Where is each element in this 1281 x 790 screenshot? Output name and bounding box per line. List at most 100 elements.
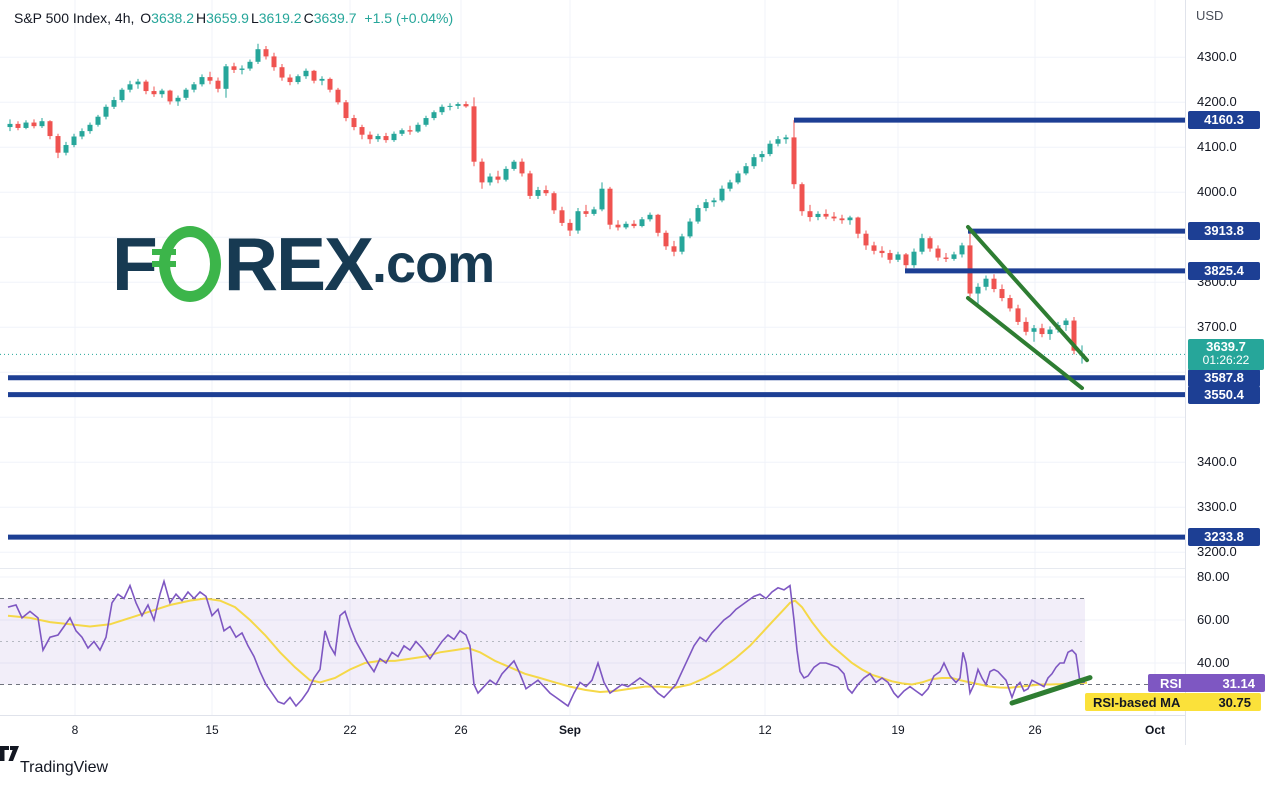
candle	[1015, 304, 1021, 326]
candle	[591, 206, 597, 216]
watermark-text-f: F	[112, 222, 158, 306]
price-scale-label: 4100.0	[1197, 139, 1237, 155]
candle	[23, 120, 29, 130]
candle-body	[999, 289, 1005, 299]
level-price-badge: 3550.4	[1188, 385, 1260, 404]
candle	[831, 212, 837, 222]
candle-body	[751, 157, 757, 167]
candle-body	[959, 245, 965, 255]
rsi-scale-label: 40.00	[1197, 655, 1230, 670]
change-value: +1.5 (+0.04%)	[364, 10, 454, 26]
candle	[983, 275, 989, 291]
candle-body	[1071, 320, 1077, 351]
candle	[247, 59, 253, 71]
current-price-value: 3639.7	[1206, 339, 1246, 355]
level-price-badge: 3913.8	[1188, 222, 1260, 241]
ohlc-values: O3638.2 H3659.9 L3619.2 C3639.7	[140, 10, 358, 26]
candle	[311, 69, 317, 84]
time-axis-label: 15	[205, 723, 219, 737]
ohlc-value: 3619.2	[258, 10, 302, 26]
level-price-badge: 3825.4	[1188, 261, 1260, 280]
tradingview-logo-icon	[0, 746, 19, 761]
candle	[631, 220, 637, 229]
candle-body	[943, 257, 949, 259]
candle-body	[727, 182, 733, 189]
candle-body	[239, 68, 245, 70]
candle	[959, 242, 965, 258]
candle-body	[407, 130, 413, 132]
candle	[159, 88, 165, 98]
candle-body	[247, 61, 253, 69]
candle	[487, 173, 493, 186]
price-scale-label: 4000.0	[1197, 184, 1237, 200]
candle	[639, 217, 645, 228]
candle-body	[447, 105, 453, 107]
candle-body	[567, 222, 573, 231]
candle	[15, 121, 21, 131]
candle	[287, 74, 293, 86]
candle	[383, 132, 389, 143]
candle	[335, 87, 341, 105]
candle-body	[415, 124, 421, 132]
candle	[1047, 326, 1053, 340]
candle-body	[199, 77, 205, 85]
candle	[671, 240, 677, 257]
price-scale[interactable]: USD 4300.0 4200.0 4100.0 4000.0 3800.0 3700.0…	[1185, 0, 1281, 745]
candle-body	[599, 188, 605, 210]
candle	[103, 104, 109, 120]
candle	[191, 82, 197, 93]
candle-body	[911, 251, 917, 266]
candle	[183, 87, 189, 101]
price-scale-label: 3300.0	[1197, 499, 1237, 515]
current-price-badge: 3639.7 01:26:22	[1188, 339, 1264, 371]
candle-body	[807, 211, 813, 218]
candle-body	[207, 77, 213, 81]
grid-layer	[0, 0, 1185, 715]
time-axis-label: 8	[71, 723, 79, 737]
candlestick-series	[7, 43, 1085, 364]
level-price-badge: 3587.8	[1188, 368, 1260, 387]
candle-body	[503, 168, 509, 180]
candle-body	[679, 236, 685, 252]
candle-body	[455, 104, 461, 106]
symbol-title[interactable]: S&P 500 Index, 4h,	[14, 10, 135, 26]
candle	[479, 158, 485, 189]
candle	[319, 76, 325, 86]
candle	[703, 199, 709, 212]
candle-body	[775, 139, 781, 144]
candle	[143, 79, 149, 95]
price-scale-label: 3400.0	[1197, 454, 1237, 470]
candle-body	[839, 218, 845, 221]
candle-body	[439, 106, 445, 113]
time-axis-label: 22	[343, 723, 357, 737]
candle-body	[391, 133, 397, 141]
candle	[79, 128, 85, 140]
candle-body	[623, 223, 629, 228]
candle	[839, 214, 845, 224]
time-axis[interactable]: 8 15 22 26 Sep 12 19 26 Oct	[0, 715, 1185, 746]
candle	[527, 170, 533, 200]
candle	[327, 77, 333, 93]
candle-body	[935, 248, 941, 258]
candle	[223, 64, 229, 98]
candle-body	[55, 136, 61, 153]
candle-body	[735, 173, 741, 183]
currency-label: USD	[1196, 8, 1224, 23]
candle-body	[583, 211, 589, 214]
candle	[663, 230, 669, 250]
time-axis-label: 26	[454, 723, 468, 737]
candle-body	[319, 78, 325, 81]
candle-body	[367, 134, 373, 140]
candle	[503, 166, 509, 182]
candle	[783, 134, 789, 144]
candle	[759, 150, 765, 162]
candle	[47, 120, 53, 140]
candle-body	[279, 67, 285, 78]
candle-body	[559, 210, 565, 223]
rsi-value-badge: RSI 31.14	[1148, 674, 1265, 692]
chart-plot-area[interactable]: F REX .com	[0, 0, 1185, 745]
candle	[871, 241, 877, 255]
pane-separator[interactable]	[0, 568, 1281, 569]
tradingview-link[interactable]: TradingView	[20, 758, 109, 776]
